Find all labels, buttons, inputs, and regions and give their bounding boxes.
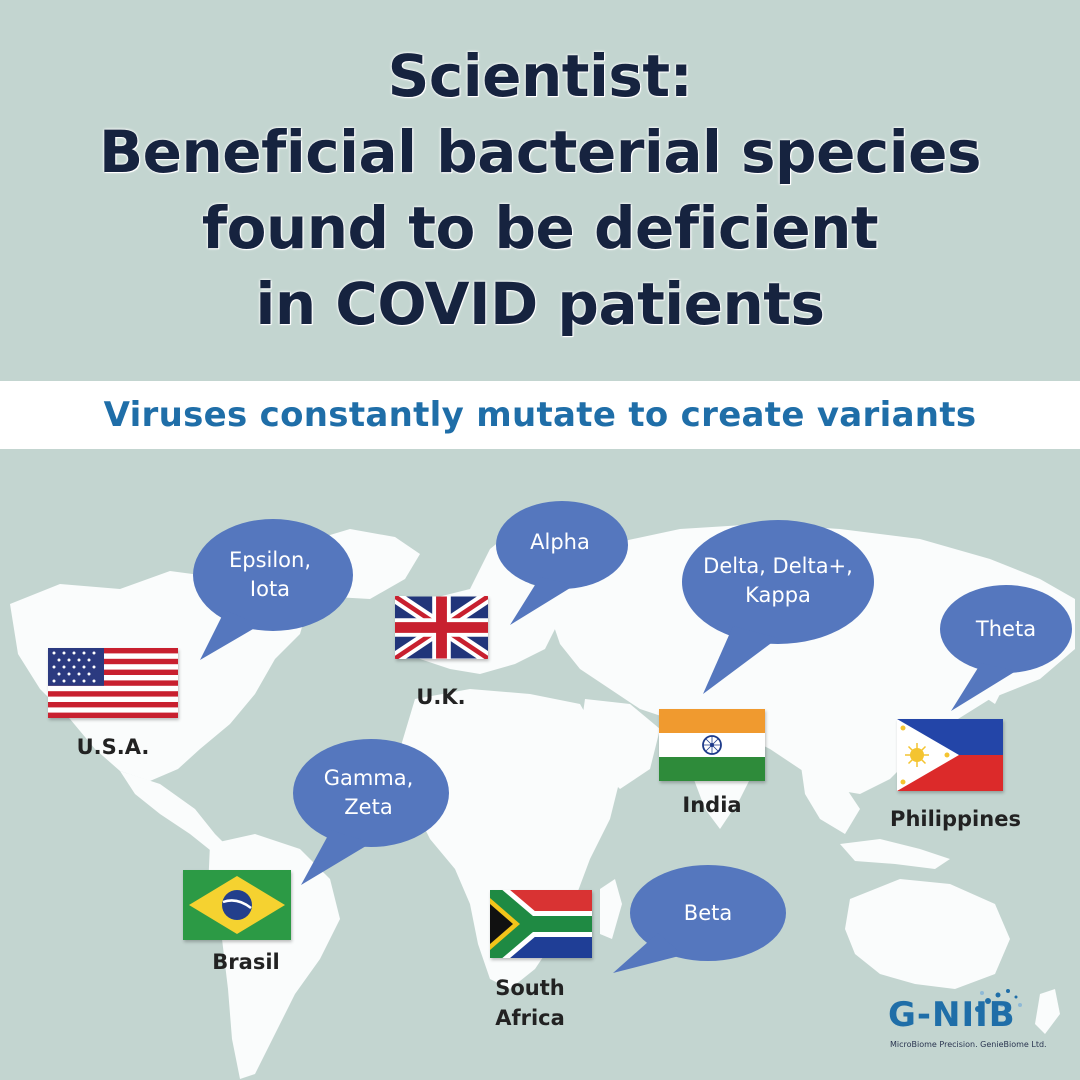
logo-wordmark: G-NIIB — [888, 995, 1016, 1035]
logo-dots-icon — [975, 989, 1022, 1012]
title-line-2: Beneficial bacterial species — [98, 118, 982, 186]
variant-bubble-brasil: Gamma, Zeta — [286, 735, 451, 887]
india-flag-icon — [659, 709, 765, 781]
landmass-southeast-asia — [800, 759, 860, 834]
variant-label-uk: Alpha — [530, 529, 590, 554]
country-label-brasil: Brasil — [212, 950, 280, 974]
speech-bubble-shape — [682, 520, 874, 694]
subtitle-text: Viruses constantly mutate to create vari… — [103, 395, 977, 435]
title-line-4: in COVID patients — [255, 270, 825, 338]
country-label-usa: U.S.A. — [76, 735, 150, 759]
speech-bubble-shape — [613, 865, 786, 973]
variant-label-brasil: Gamma, Zeta — [323, 766, 414, 819]
variant-bubble-india: Delta, Delta+, Kappa — [678, 516, 878, 696]
variant-label-india: Delta, Delta+, Kappa — [703, 554, 853, 607]
logo-tagline: MicroBiome Precision. GenieBiome Ltd. — [890, 1040, 1047, 1049]
title-block: Scientist: Beneficial bacterial species … — [0, 0, 1080, 380]
title-line-1: Scientist: — [387, 42, 693, 110]
usa-flag-icon — [48, 648, 178, 718]
landmass-indonesia — [840, 839, 950, 869]
landmass-australia — [845, 879, 1010, 989]
variant-bubble-south-africa: Beta — [608, 863, 788, 975]
landmass-central-america — [120, 771, 230, 854]
south-africa-flag-icon — [490, 890, 592, 958]
title-line-3: found to be deficient — [201, 194, 879, 262]
world-map: Epsilon, Iota Alpha Delta, Delta+, Kappa… — [0, 449, 1080, 1080]
speech-bubble-shape — [193, 519, 353, 660]
brazil-flag-icon — [183, 870, 291, 940]
variant-bubble-philippines: Theta — [936, 581, 1076, 713]
speech-bubble-shape — [293, 739, 449, 885]
variant-label-philippines: Theta — [975, 616, 1037, 641]
speech-bubble-shape — [496, 501, 628, 625]
country-label-philippines: Philippines — [890, 807, 1021, 831]
subtitle-banner: Viruses constantly mutate to create vari… — [0, 381, 1080, 449]
uk-flag-icon — [395, 596, 488, 659]
country-label-india: India — [682, 793, 742, 817]
philippines-flag-icon — [897, 719, 1003, 791]
variant-label-south-africa: Beta — [683, 900, 733, 925]
variant-bubble-uk: Alpha — [490, 497, 630, 627]
speech-bubble-shape — [940, 585, 1072, 711]
genie-biome-logo: G-NIIB MicroBiome Precision. GenieBiome … — [870, 985, 1070, 1055]
country-label-uk: U.K. — [416, 685, 466, 709]
variant-label-usa: Epsilon, Iota — [228, 548, 312, 601]
country-label-south-africa: South Africa — [495, 976, 565, 1030]
landmass-new-zealand — [1035, 989, 1060, 1034]
variant-bubble-usa: Epsilon, Iota — [185, 515, 355, 663]
landmass-madagascar — [600, 879, 622, 939]
